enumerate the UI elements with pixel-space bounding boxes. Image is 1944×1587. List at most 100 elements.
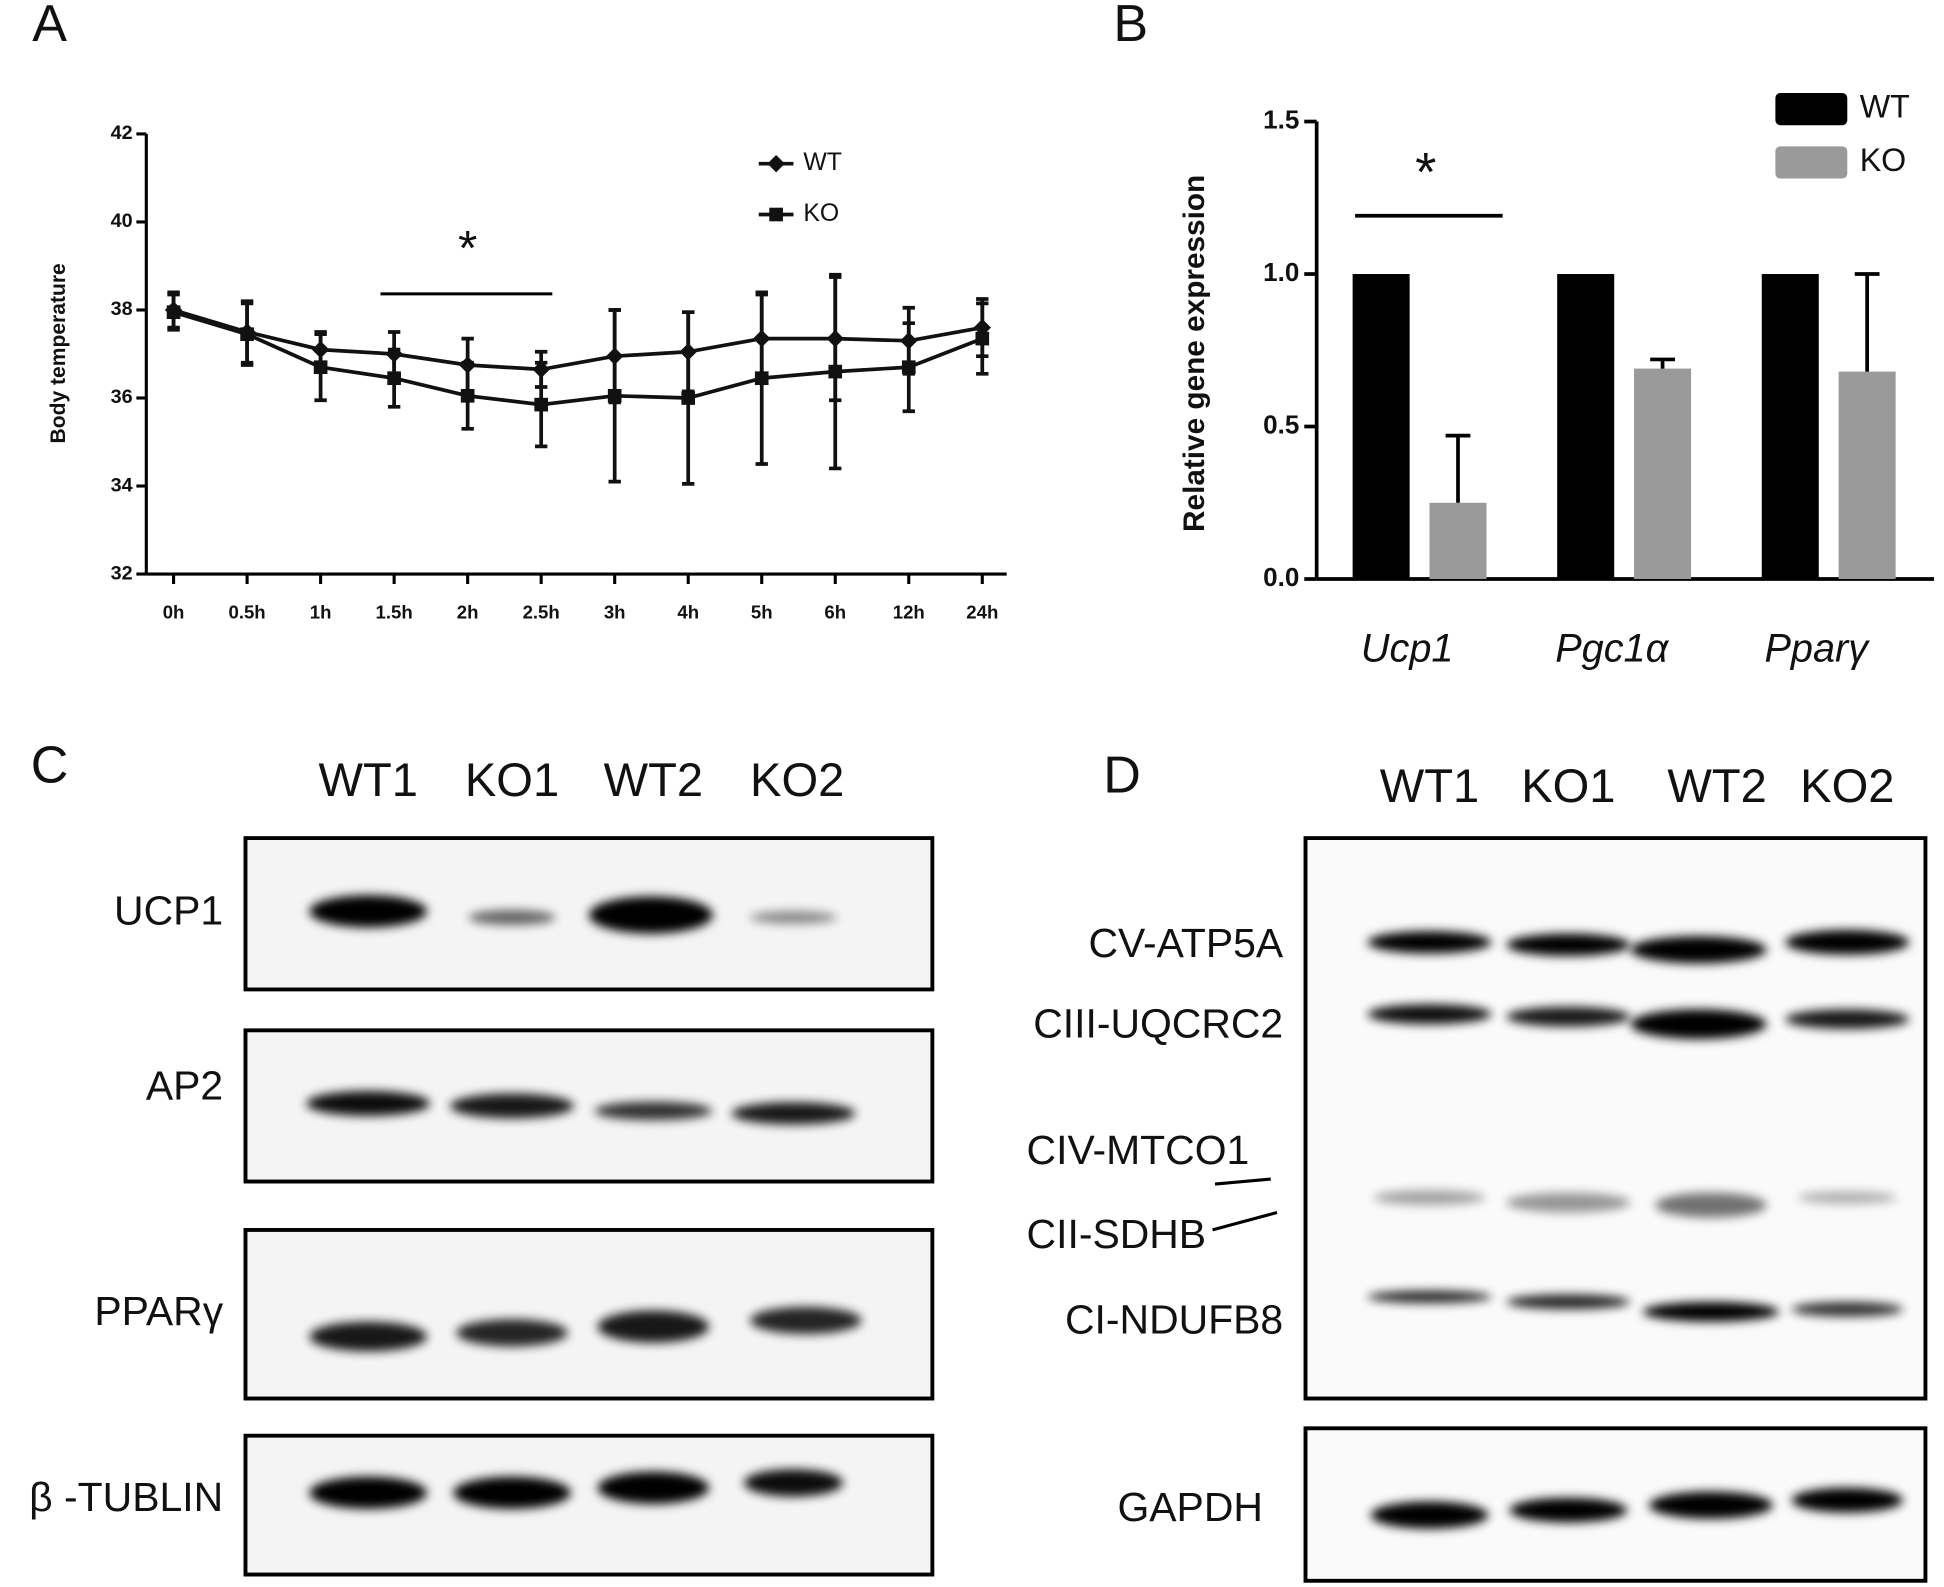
band xyxy=(1506,1006,1631,1027)
legend-label: KO xyxy=(803,200,839,227)
y-tick-label: 36 xyxy=(111,386,133,408)
band xyxy=(750,1306,862,1335)
x-tick-label: 0h xyxy=(163,602,185,623)
y-tick-label: 0.5 xyxy=(1263,409,1299,439)
band xyxy=(1367,931,1492,954)
lane-label: WT2 xyxy=(1667,759,1766,812)
x-tick-label: 24h xyxy=(966,602,998,623)
band xyxy=(750,911,837,924)
marker xyxy=(607,388,622,403)
band xyxy=(1367,1290,1492,1304)
x-tick-label: 4h xyxy=(677,602,699,623)
row-label: AP2 xyxy=(146,1062,223,1108)
marker xyxy=(534,397,548,412)
bar xyxy=(1352,274,1410,580)
band xyxy=(1373,1190,1486,1206)
legend-label: KO xyxy=(1860,142,1907,178)
marker xyxy=(754,371,769,386)
band xyxy=(309,895,428,928)
blot-frame xyxy=(1303,836,1928,1401)
error-bar xyxy=(1445,433,1471,503)
row-label: UCP1 xyxy=(114,888,223,934)
marker xyxy=(387,371,401,386)
x-tick-label: 6h xyxy=(824,602,846,623)
panel-letter: D xyxy=(1103,746,1141,804)
x-tick-label: 3h xyxy=(604,602,626,623)
row-label: PPARγ xyxy=(94,1288,223,1334)
y-axis-label: Relative gene expression xyxy=(1178,175,1211,532)
marker xyxy=(767,155,785,173)
band xyxy=(743,1469,844,1497)
marker xyxy=(240,327,254,342)
band xyxy=(597,1310,710,1343)
x-tick-label: 5h xyxy=(751,602,773,623)
lane-label: KO1 xyxy=(465,753,559,806)
panel-letter: A xyxy=(32,0,67,53)
lane-label: WT1 xyxy=(318,753,417,806)
y-tick-label: 1.5 xyxy=(1263,104,1299,134)
marker xyxy=(681,391,696,405)
band xyxy=(453,1476,571,1509)
bar xyxy=(1557,274,1615,580)
leader-line xyxy=(1212,1211,1278,1232)
band xyxy=(1655,1192,1767,1218)
series-line xyxy=(173,308,983,372)
panel-letter: B xyxy=(1113,0,1148,53)
band xyxy=(594,1101,713,1121)
x-tick-label: 2h xyxy=(457,602,479,623)
panel-letter: C xyxy=(31,736,69,794)
band xyxy=(309,1321,428,1352)
band xyxy=(1648,1491,1773,1519)
band xyxy=(1642,1301,1780,1322)
band xyxy=(1506,1192,1631,1213)
y-tick-label: 32 xyxy=(111,562,133,584)
band xyxy=(468,910,556,925)
band xyxy=(309,1476,428,1509)
x-tick-label: Pparγ xyxy=(1764,626,1870,670)
band xyxy=(1785,1009,1910,1030)
y-tick-label: 0.0 xyxy=(1263,562,1299,592)
blot-frame xyxy=(1303,1426,1928,1583)
band xyxy=(450,1093,575,1119)
x-tick-label: 2.5h xyxy=(523,602,560,623)
lane-label: KO1 xyxy=(1521,759,1615,812)
band xyxy=(1509,1497,1628,1523)
band xyxy=(456,1319,568,1347)
x-tick-label: 1h xyxy=(310,602,332,623)
x-tick-label: 0.5h xyxy=(228,602,265,623)
error-bar xyxy=(1650,357,1675,369)
legend-label: WT xyxy=(803,149,842,176)
significance-mark: * xyxy=(458,220,477,276)
row-label: CI-NDUFB8 xyxy=(1065,1297,1283,1343)
lane-label: WT2 xyxy=(604,753,703,806)
blot-frame xyxy=(243,1028,935,1184)
y-tick-label: 42 xyxy=(111,122,133,144)
marker xyxy=(975,331,990,346)
legend-label: WT xyxy=(1860,89,1910,125)
y-tick-label: 40 xyxy=(111,210,133,232)
y-tick-label: 34 xyxy=(111,474,133,496)
band xyxy=(1797,1191,1897,1204)
y-axis-label: Body temperature xyxy=(47,263,70,443)
marker xyxy=(313,360,328,375)
band xyxy=(1506,1294,1631,1310)
lane-label: KO2 xyxy=(750,753,844,806)
row-label: CV-ATP5A xyxy=(1088,920,1283,966)
lane-label: KO2 xyxy=(1800,759,1894,812)
lane-label: WT1 xyxy=(1380,759,1479,812)
x-tick-label: Pgc1α xyxy=(1555,626,1669,670)
band xyxy=(588,896,713,934)
band xyxy=(1370,1501,1489,1529)
y-tick-label: 1.0 xyxy=(1263,257,1299,287)
legend-swatch xyxy=(1775,146,1848,179)
leader-line xyxy=(1214,1177,1271,1186)
band xyxy=(1630,1009,1767,1039)
band xyxy=(306,1091,431,1116)
bar xyxy=(1634,368,1692,580)
series-line xyxy=(173,310,983,407)
band xyxy=(1791,1301,1904,1317)
row-label: CIV-MTCO1 xyxy=(1027,1127,1250,1173)
band xyxy=(1791,1487,1904,1513)
band xyxy=(1785,929,1910,955)
